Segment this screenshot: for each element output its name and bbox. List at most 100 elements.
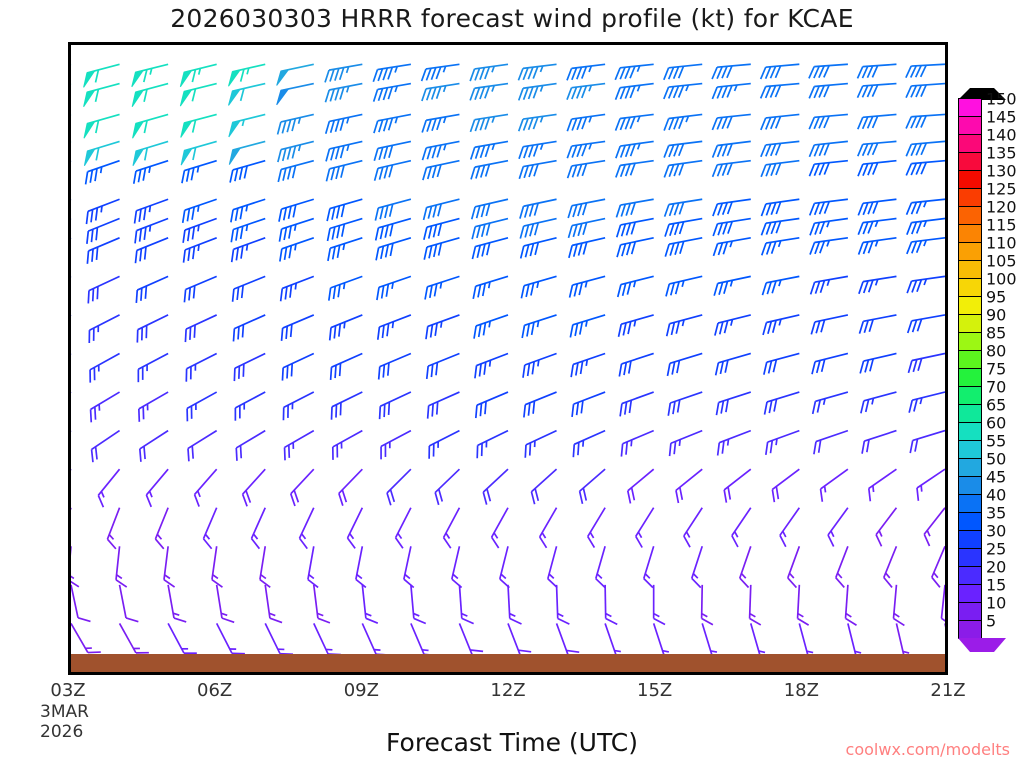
- barb-full: [787, 577, 798, 589]
- barb-full: [714, 322, 719, 336]
- barb-shaft: [426, 198, 460, 209]
- barb-shaft: [118, 584, 127, 619]
- barb-full: [906, 222, 913, 235]
- barb-full: [770, 202, 777, 215]
- wind-barb: [215, 584, 235, 624]
- wind-barb: [771, 468, 800, 503]
- barb-full: [285, 326, 289, 340]
- barb-shaft: [717, 198, 751, 205]
- colorbar-tick-label: 30: [986, 521, 1007, 541]
- barb-full: [818, 65, 825, 79]
- barb-full: [236, 286, 240, 301]
- barb-full: [723, 281, 729, 294]
- wind-barb: [276, 113, 314, 135]
- wind-barb: [615, 198, 654, 218]
- barb-half: [245, 224, 249, 232]
- barb-full: [423, 246, 428, 260]
- barb-full: [521, 325, 526, 339]
- barb-full: [871, 65, 879, 78]
- colorbar-swatch: [958, 494, 982, 513]
- wind-barb: [819, 468, 849, 502]
- barb-full: [629, 143, 636, 157]
- barb-shaft: [425, 63, 460, 70]
- wind-barb: [490, 507, 509, 549]
- barb-full: [143, 120, 148, 134]
- barb-full: [715, 402, 720, 416]
- barb-shaft: [475, 217, 509, 228]
- colorbar-swatch: [958, 116, 982, 135]
- barb-full: [664, 224, 670, 237]
- barb-full: [572, 244, 578, 257]
- barb-half: [541, 532, 547, 539]
- colorbar-tick-label: 125: [986, 179, 1017, 199]
- barb-full: [524, 244, 530, 258]
- barb-half: [644, 573, 651, 579]
- barb-half: [636, 143, 641, 150]
- wind-barb: [423, 236, 460, 260]
- barb-full: [221, 617, 235, 624]
- barb-half: [491, 116, 496, 123]
- barb-full: [523, 404, 527, 418]
- barb-half: [749, 612, 756, 618]
- wind-barb: [259, 546, 271, 588]
- barb-full: [674, 242, 680, 255]
- x-axis-tick-label: 18Z: [783, 680, 819, 701]
- barb-full: [430, 364, 434, 378]
- barb-shaft: [139, 429, 169, 450]
- barb-full: [775, 220, 782, 234]
- wind-barb: [665, 275, 703, 297]
- barb-half: [148, 490, 153, 498]
- barb-full: [775, 486, 780, 500]
- barb-shaft: [717, 63, 751, 69]
- barb-shaft: [863, 314, 897, 323]
- barb-full: [436, 117, 442, 131]
- barb-shaft: [814, 236, 849, 244]
- wind-barb: [338, 468, 363, 506]
- wind-barb: [230, 198, 266, 223]
- barb-full: [577, 242, 583, 256]
- wind-barb: [875, 507, 898, 547]
- barb-full: [479, 67, 486, 80]
- barb-pennant: [83, 89, 96, 107]
- barb-shaft: [622, 429, 654, 445]
- barb-full: [663, 86, 670, 100]
- barb-full: [726, 201, 733, 215]
- barb-full: [769, 66, 777, 79]
- barb-full: [627, 360, 632, 374]
- wind-barb: [71, 584, 91, 623]
- wind-barb: [231, 275, 266, 302]
- barb-full: [910, 143, 918, 157]
- barb-full: [571, 67, 578, 81]
- wind-barb: [906, 314, 945, 334]
- barb-half: [678, 439, 681, 447]
- barb-full: [291, 145, 297, 159]
- barb-full: [422, 207, 428, 221]
- barb-full: [573, 283, 579, 297]
- barb-full: [668, 443, 672, 457]
- barb-shaft: [137, 314, 169, 331]
- wind-barb: [163, 546, 176, 588]
- barb-full: [910, 162, 918, 176]
- barb-shaft: [786, 546, 801, 579]
- barb-full: [425, 366, 429, 379]
- barb-shaft: [717, 159, 751, 166]
- barb-full: [476, 225, 481, 239]
- barb-full: [289, 284, 293, 298]
- wind-barb: [856, 82, 897, 99]
- x-axis-tick-label: 06Z: [197, 680, 233, 701]
- barb-shaft: [586, 507, 606, 538]
- barb-full: [667, 402, 672, 416]
- barb-full: [91, 248, 94, 262]
- barb-full: [675, 490, 680, 504]
- barb-full: [915, 84, 923, 98]
- wind-barb: [809, 275, 849, 295]
- colorbar-tick-label: 135: [986, 143, 1017, 163]
- colorbar-swatch: [958, 476, 982, 495]
- barb-full: [866, 116, 874, 129]
- barb-full: [140, 288, 143, 301]
- barb-shaft: [235, 429, 266, 449]
- barb-full: [823, 162, 830, 175]
- barb-half: [536, 320, 540, 328]
- barb-full: [857, 242, 864, 255]
- wind-barb: [907, 352, 945, 374]
